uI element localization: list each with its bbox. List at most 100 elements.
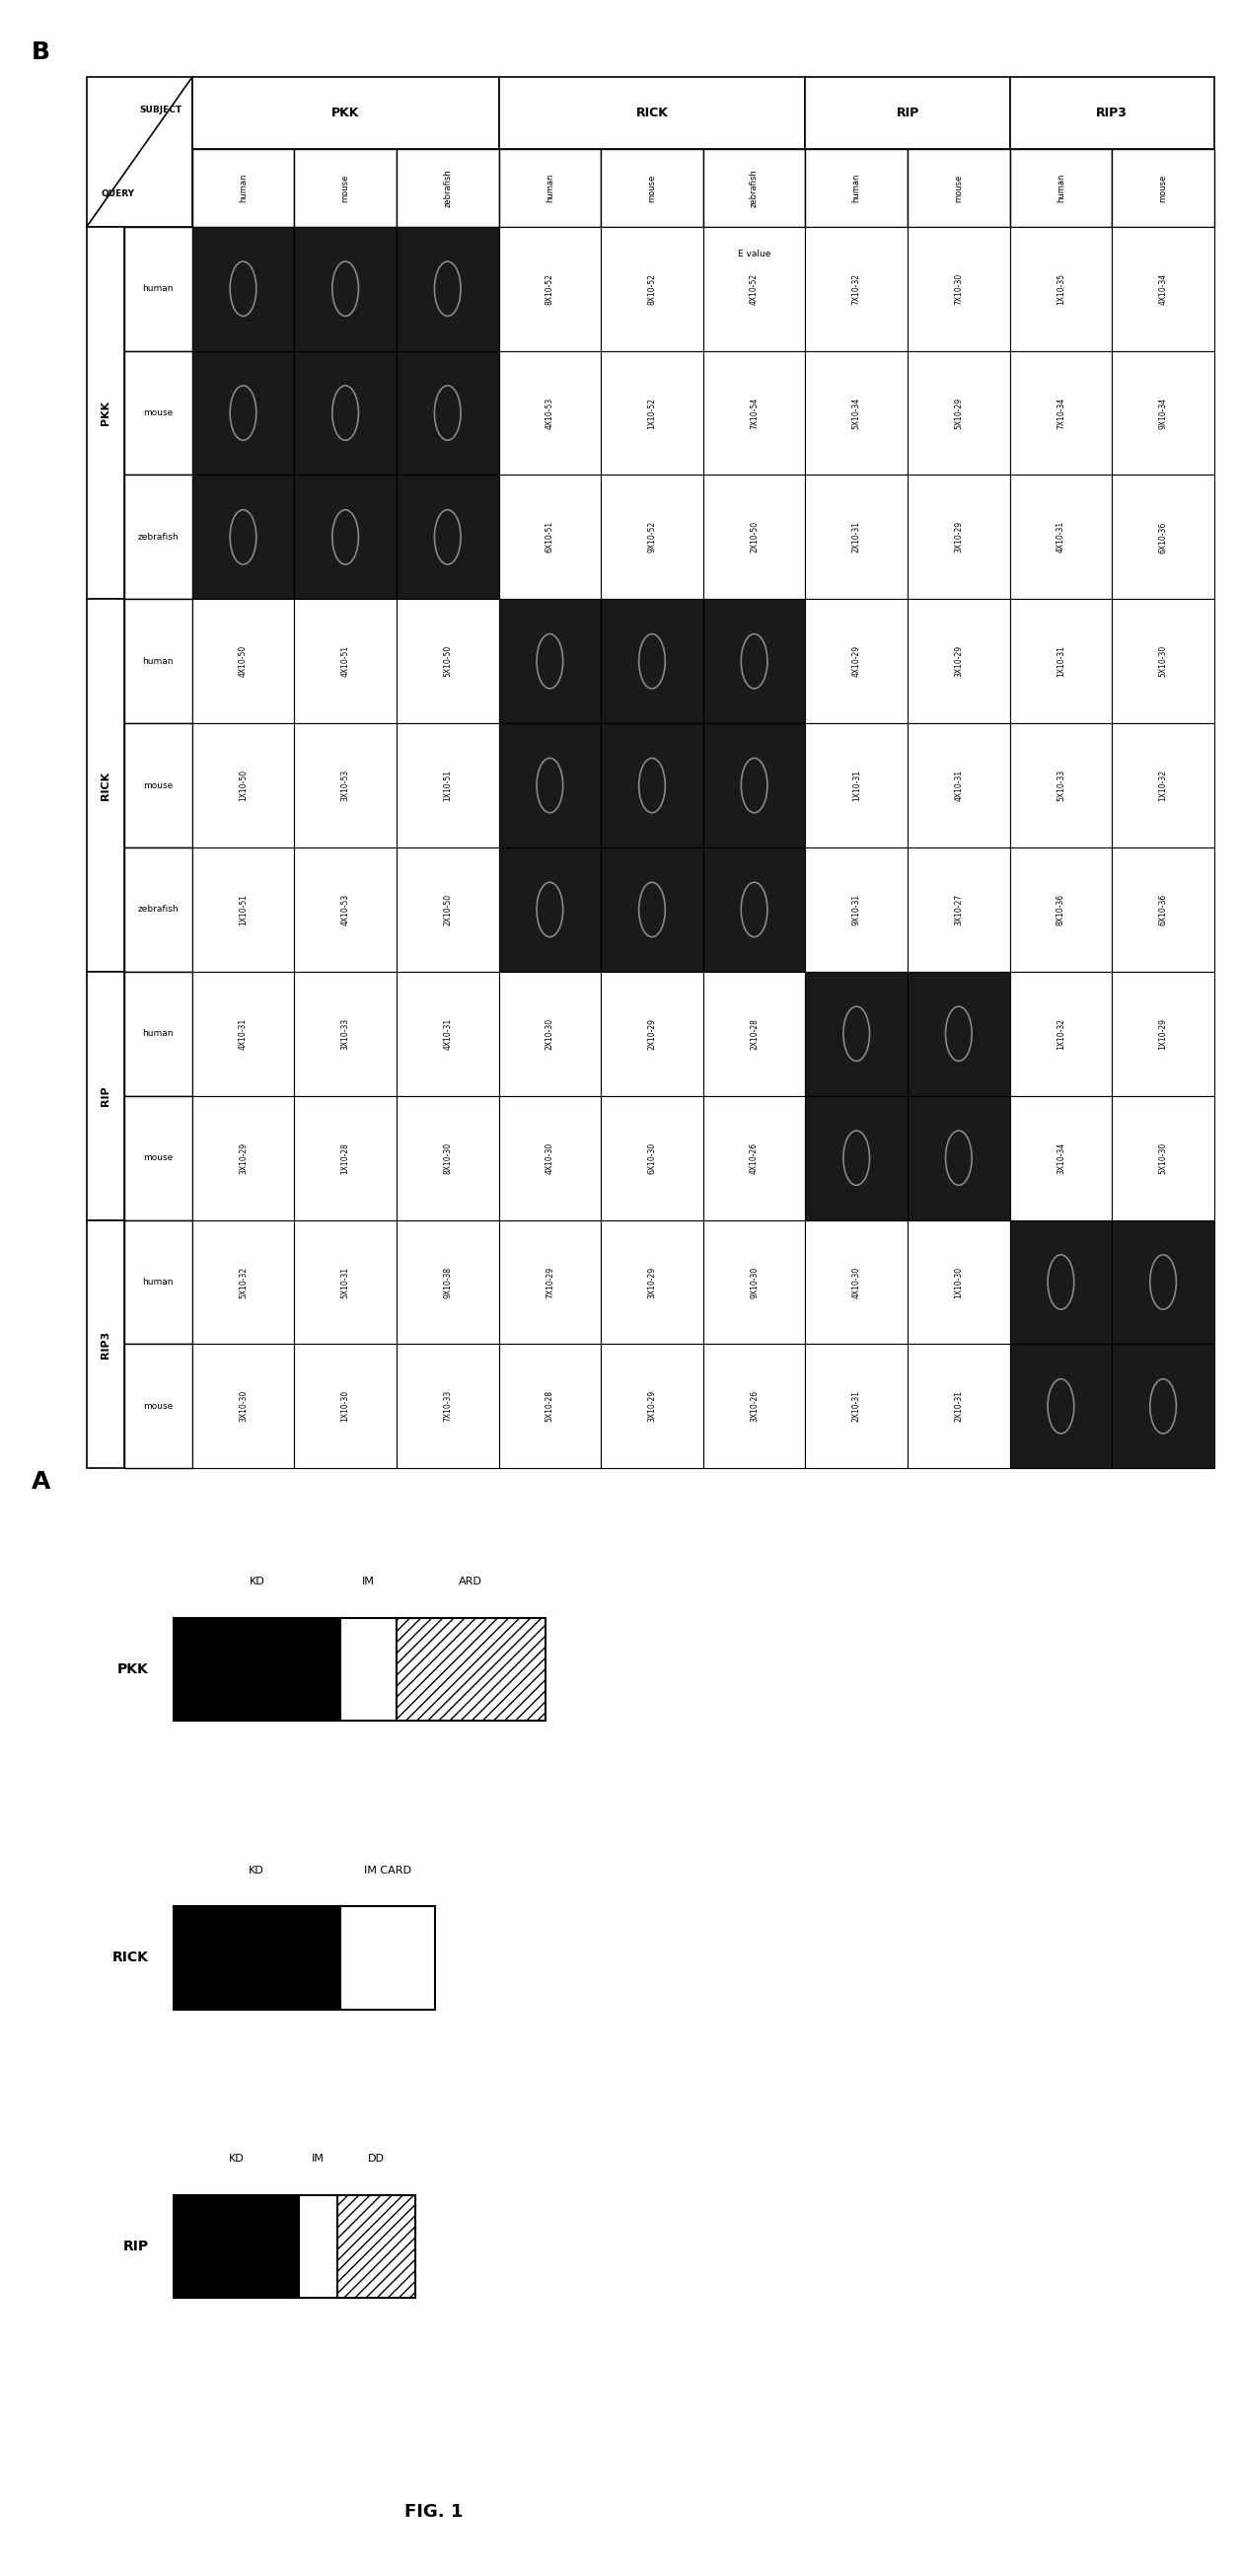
- Text: mouse: mouse: [142, 1401, 173, 1412]
- Bar: [339, 1906, 435, 2009]
- Text: 2X10-30: 2X10-30: [545, 1018, 554, 1048]
- Bar: [396, 227, 498, 350]
- Bar: [908, 971, 1010, 1095]
- Bar: [295, 971, 396, 1095]
- Bar: [704, 350, 805, 474]
- Bar: [1113, 600, 1214, 724]
- Text: RICK: RICK: [636, 108, 668, 118]
- Bar: [124, 350, 192, 474]
- Bar: [498, 971, 601, 1095]
- Text: 4X10-53: 4X10-53: [341, 894, 349, 925]
- Bar: [396, 724, 498, 848]
- Bar: [1010, 848, 1113, 971]
- Text: 3X10-29: 3X10-29: [954, 520, 963, 554]
- Text: KD: KD: [228, 2154, 244, 2164]
- Text: 2X10-29: 2X10-29: [648, 1018, 657, 1048]
- Bar: [805, 600, 907, 724]
- Bar: [192, 848, 295, 971]
- Text: zebrafish: zebrafish: [138, 533, 178, 541]
- Text: human: human: [852, 173, 861, 204]
- Bar: [1113, 350, 1214, 474]
- Bar: [498, 1345, 601, 1468]
- Bar: [396, 1095, 498, 1221]
- Text: 4X10-26: 4X10-26: [750, 1141, 758, 1175]
- Bar: [173, 1906, 339, 2009]
- Bar: [295, 1221, 396, 1345]
- Text: 4X10-29: 4X10-29: [852, 647, 861, 677]
- Bar: [805, 971, 907, 1095]
- Bar: [192, 724, 295, 848]
- Bar: [704, 724, 805, 848]
- Bar: [498, 724, 601, 848]
- Text: DD: DD: [368, 2154, 385, 2164]
- Bar: [498, 350, 601, 474]
- Bar: [498, 77, 805, 149]
- Text: zebrafish: zebrafish: [444, 170, 452, 206]
- Bar: [1010, 1221, 1113, 1345]
- Text: KD: KD: [249, 1865, 264, 1875]
- Bar: [1010, 149, 1113, 227]
- Bar: [192, 1345, 295, 1468]
- Text: 4X10-51: 4X10-51: [341, 647, 349, 677]
- Text: 1X10-35: 1X10-35: [1057, 273, 1066, 304]
- Bar: [124, 1345, 192, 1468]
- Text: 7X10-30: 7X10-30: [954, 273, 963, 304]
- Text: mouse: mouse: [142, 1154, 173, 1162]
- Bar: [805, 77, 1010, 149]
- Bar: [498, 600, 601, 724]
- Bar: [87, 1221, 124, 1468]
- Bar: [192, 1095, 295, 1221]
- Bar: [299, 2195, 338, 2298]
- Text: PKK: PKK: [118, 1662, 149, 1677]
- Text: 8X10-36: 8X10-36: [1057, 894, 1066, 925]
- Bar: [1113, 227, 1214, 350]
- Text: 3X10-33: 3X10-33: [341, 1018, 349, 1048]
- Bar: [498, 1095, 601, 1221]
- Bar: [396, 848, 498, 971]
- Text: 5X10-31: 5X10-31: [341, 1267, 349, 1298]
- Bar: [704, 848, 805, 971]
- Bar: [173, 1618, 341, 1721]
- Text: 1X10-50: 1X10-50: [239, 770, 248, 801]
- Bar: [1010, 724, 1113, 848]
- Bar: [192, 1221, 295, 1345]
- Bar: [124, 227, 192, 350]
- Text: human: human: [545, 173, 554, 204]
- Text: 1X10-31: 1X10-31: [852, 770, 861, 801]
- Bar: [704, 227, 805, 350]
- Text: 1X10-52: 1X10-52: [648, 397, 657, 428]
- Bar: [341, 1618, 396, 1721]
- Text: 3X10-29: 3X10-29: [239, 1141, 248, 1175]
- Text: 8X10-52: 8X10-52: [545, 273, 554, 304]
- Bar: [173, 2195, 299, 2298]
- Bar: [396, 474, 498, 600]
- Bar: [124, 724, 192, 848]
- Bar: [601, 1221, 704, 1345]
- Bar: [601, 971, 704, 1095]
- Bar: [124, 600, 192, 724]
- Text: 4X10-31: 4X10-31: [444, 1018, 452, 1048]
- Bar: [295, 474, 396, 600]
- Text: 5X10-32: 5X10-32: [239, 1267, 248, 1298]
- Text: IM: IM: [362, 1577, 375, 1587]
- Text: 1X10-28: 1X10-28: [341, 1141, 349, 1175]
- Text: E value: E value: [737, 250, 771, 258]
- Bar: [908, 474, 1010, 600]
- Text: 4X10-31: 4X10-31: [239, 1018, 248, 1048]
- Bar: [704, 1095, 805, 1221]
- Bar: [192, 600, 295, 724]
- Text: QUERY: QUERY: [102, 191, 135, 198]
- Text: RIP: RIP: [123, 2239, 149, 2254]
- Text: KD: KD: [249, 1577, 265, 1587]
- Text: 1X10-32: 1X10-32: [1057, 1018, 1066, 1048]
- Bar: [87, 600, 124, 971]
- Bar: [704, 1221, 805, 1345]
- Bar: [338, 2195, 415, 2298]
- Text: mouse: mouse: [341, 175, 349, 201]
- Bar: [124, 1095, 192, 1221]
- Bar: [498, 149, 601, 227]
- Text: 1X10-30: 1X10-30: [341, 1391, 349, 1422]
- Text: 4X10-30: 4X10-30: [545, 1141, 554, 1175]
- Text: 9X10-38: 9X10-38: [444, 1267, 452, 1298]
- Text: 9X10-52: 9X10-52: [648, 520, 657, 554]
